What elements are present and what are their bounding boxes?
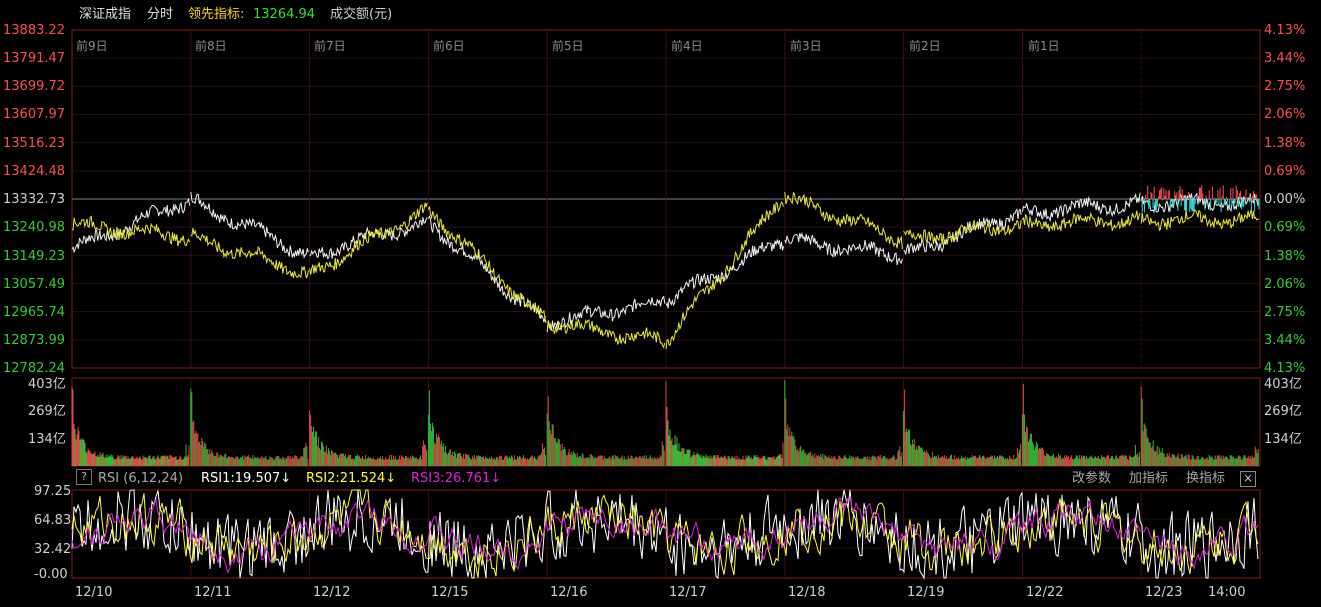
price-label-left: 13332.73 — [3, 192, 66, 207]
day-label: 前5日 — [552, 39, 584, 53]
price-label-left: 13149.23 — [3, 249, 66, 264]
leading-indicator-line — [903, 219, 1022, 245]
day-label: 前9日 — [76, 39, 108, 53]
price-label-left: 12782.24 — [3, 361, 66, 376]
pct-label-right: 3.44% — [1264, 51, 1306, 66]
date-label: 12/19 — [907, 585, 945, 600]
pct-label-right: 0.00% — [1264, 192, 1306, 207]
leading-indicator-line — [190, 227, 309, 280]
volume-label-right: 269亿 — [1264, 404, 1302, 419]
day-label: 前1日 — [1028, 39, 1060, 53]
date-label: 12/18 — [788, 585, 826, 600]
price-line — [665, 238, 785, 309]
switch-indicator-button[interactable]: 换指标 — [1186, 471, 1226, 486]
rsi-toolbar: ? RSI (6,12,24) RSI1:19.507↓ RSI2:21.524… — [73, 469, 1259, 489]
pct-label-right: 2.75% — [1264, 79, 1306, 94]
day-label: 前8日 — [195, 39, 227, 53]
price-line — [784, 231, 903, 266]
volume-label-left: 269亿 — [28, 404, 66, 419]
leading-indicator-line — [1140, 209, 1260, 232]
volume-unit-label: 成交额(元) — [330, 7, 393, 22]
close-icon[interactable]: × — [1240, 471, 1256, 487]
volume-label-right: 403亿 — [1264, 377, 1302, 392]
price-label-left: 13699.72 — [3, 79, 66, 94]
price-line — [1140, 192, 1260, 214]
price-label-left: 12965.74 — [3, 305, 66, 320]
index-name[interactable]: 深证成指 — [79, 7, 132, 22]
leading-indicator-line — [309, 202, 428, 275]
price-line — [903, 208, 1022, 255]
volume-label-left: 134亿 — [28, 432, 66, 447]
day-label: 前7日 — [314, 39, 346, 53]
rsi-axis-label: 97.25 — [34, 484, 72, 499]
date-label: 12/22 — [1026, 585, 1064, 600]
price-label-left: 13883.22 — [3, 23, 66, 38]
leading-indicator-line — [784, 191, 903, 249]
pct-label-right: 3.44% — [1264, 333, 1306, 348]
rsi-title[interactable]: RSI (6,12,24) — [98, 471, 184, 486]
rsi1-value: RSI1:19.507↓ — [201, 471, 292, 486]
leading-indicator-line — [71, 215, 191, 247]
price-line — [1021, 192, 1141, 223]
rsi3-value: RSI3:26.761↓ — [411, 471, 502, 486]
price-label-left: 13516.23 — [3, 136, 66, 151]
price-label-left: 13607.97 — [3, 107, 66, 122]
chart-header: 深证成指 分时 领先指标: 13264.94 成交额(元) — [0, 0, 1321, 30]
leading-indicator-label: 领先指标: — [188, 7, 245, 22]
date-label: 12/23 — [1145, 585, 1183, 600]
pct-label-right: 1.38% — [1264, 136, 1306, 151]
leading-indicator-line — [665, 201, 785, 350]
price-label-left: 13057.49 — [3, 277, 66, 292]
help-icon[interactable]: ? — [76, 469, 92, 485]
pct-label-right: 2.06% — [1264, 277, 1306, 292]
date-label: 14:00 — [1208, 585, 1246, 600]
pct-label-right: 4.13% — [1264, 23, 1306, 38]
mode-label[interactable]: 分时 — [147, 7, 174, 22]
pct-label-right: 0.69% — [1264, 220, 1306, 235]
rsi2-value: RSI2:21.524↓ — [306, 471, 397, 486]
price-line — [71, 198, 191, 254]
change-params-button[interactable]: 改参数 — [1072, 471, 1112, 486]
date-label: 12/12 — [313, 585, 351, 600]
leading-indicator-line — [1021, 210, 1141, 232]
day-label: 前2日 — [909, 39, 941, 53]
price-line — [546, 295, 666, 333]
volume-label-left: 403亿 — [28, 377, 66, 392]
date-label: 12/15 — [431, 585, 469, 600]
leading-indicator-value: 13264.94 — [253, 7, 316, 22]
leading-indicator-line — [546, 318, 666, 349]
rsi-axis-label: 32.42 — [34, 542, 72, 557]
day-label: 前4日 — [671, 39, 703, 53]
add-indicator-button[interactable]: 加指标 — [1129, 471, 1169, 486]
rsi-axis-label: -0.00 — [34, 567, 68, 582]
rsi3-line — [71, 496, 1259, 574]
rsi2-line — [71, 489, 1259, 579]
pct-label-right: 1.38% — [1264, 249, 1306, 264]
date-label: 12/16 — [550, 585, 588, 600]
price-label-left: 13240.98 — [3, 220, 66, 235]
leading-indicator-line — [427, 206, 547, 320]
price-label-left: 12873.99 — [3, 333, 66, 348]
price-label-left: 13791.47 — [3, 51, 66, 66]
date-label: 12/17 — [669, 585, 707, 600]
pct-label-right: 0.69% — [1264, 164, 1306, 179]
pct-label-right: 2.06% — [1264, 107, 1306, 122]
day-label: 前3日 — [790, 39, 822, 53]
pct-label-right: 2.75% — [1264, 305, 1306, 320]
price-line — [190, 191, 309, 259]
volume-label-right: 134亿 — [1264, 432, 1302, 447]
date-label: 12/10 — [75, 585, 113, 600]
date-label: 12/11 — [194, 585, 232, 600]
price-label-left: 13424.48 — [3, 164, 66, 179]
day-label: 前6日 — [433, 39, 465, 53]
pct-label-right: 4.13% — [1264, 361, 1306, 376]
price-line — [309, 217, 428, 260]
rsi-axis-label: 64.83 — [34, 513, 72, 528]
rsi1-line — [71, 489, 1259, 580]
